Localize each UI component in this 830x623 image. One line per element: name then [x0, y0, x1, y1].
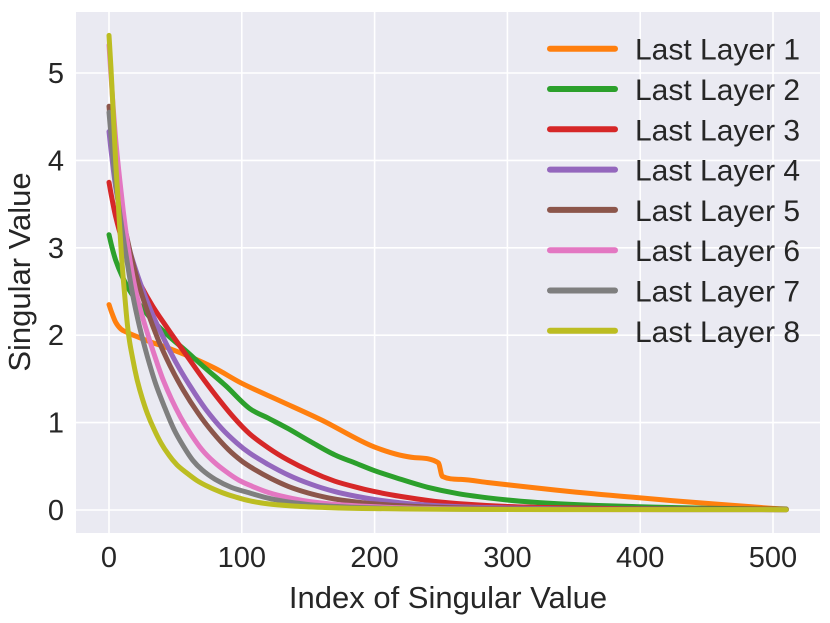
x-tick-label: 100 [218, 542, 266, 574]
legend-label: Last Layer 2 [635, 74, 800, 107]
legend-label: Last Layer 4 [635, 155, 800, 188]
last-layer-8-line [106, 32, 789, 513]
legend: Last Layer 1 Last Layer 2 Last Layer 3 Last… [547, 34, 800, 349]
y-tick-label: 2 [48, 320, 64, 352]
legend-entry-last-layer-6: Last Layer 6 [547, 235, 800, 268]
legend-entry-last-layer-1: Last Layer 1 [547, 34, 800, 67]
legend-label: Last Layer 5 [635, 195, 800, 228]
y-tick-label: 4 [48, 145, 64, 177]
legend-label: Last Layer 6 [635, 235, 800, 268]
x-axis-label: Index of Singular Value [289, 580, 607, 615]
legend-entry-last-layer-7: Last Layer 7 [547, 276, 800, 309]
y-tick-label: 0 [48, 495, 64, 527]
last-layer-1-line [106, 302, 789, 512]
x-tick-label: 500 [749, 542, 797, 574]
x-tick-label: 400 [616, 542, 664, 574]
y-tick-label: 5 [48, 58, 64, 90]
legend-label: Last Layer 3 [635, 114, 800, 147]
x-tick-label: 200 [350, 542, 398, 574]
legend-label: Last Layer 7 [635, 276, 800, 309]
legend-label: Last Layer 8 [635, 316, 800, 349]
legend-entry-last-layer-8: Last Layer 8 [547, 316, 800, 349]
y-tick-label: 3 [48, 233, 64, 265]
y-axis-label: Singular Value [2, 172, 37, 371]
legend-entry-last-layer-3: Last Layer 3 [547, 114, 800, 147]
legend-label: Last Layer 1 [635, 34, 800, 67]
y-tick-label: 1 [48, 408, 64, 440]
legend-entry-last-layer-5: Last Layer 5 [547, 195, 800, 228]
x-tick-label: 300 [483, 542, 531, 574]
legend-entry-last-layer-4: Last Layer 4 [547, 155, 800, 188]
x-tick-label: 0 [101, 542, 117, 574]
legend-entry-last-layer-2: Last Layer 2 [547, 74, 800, 107]
